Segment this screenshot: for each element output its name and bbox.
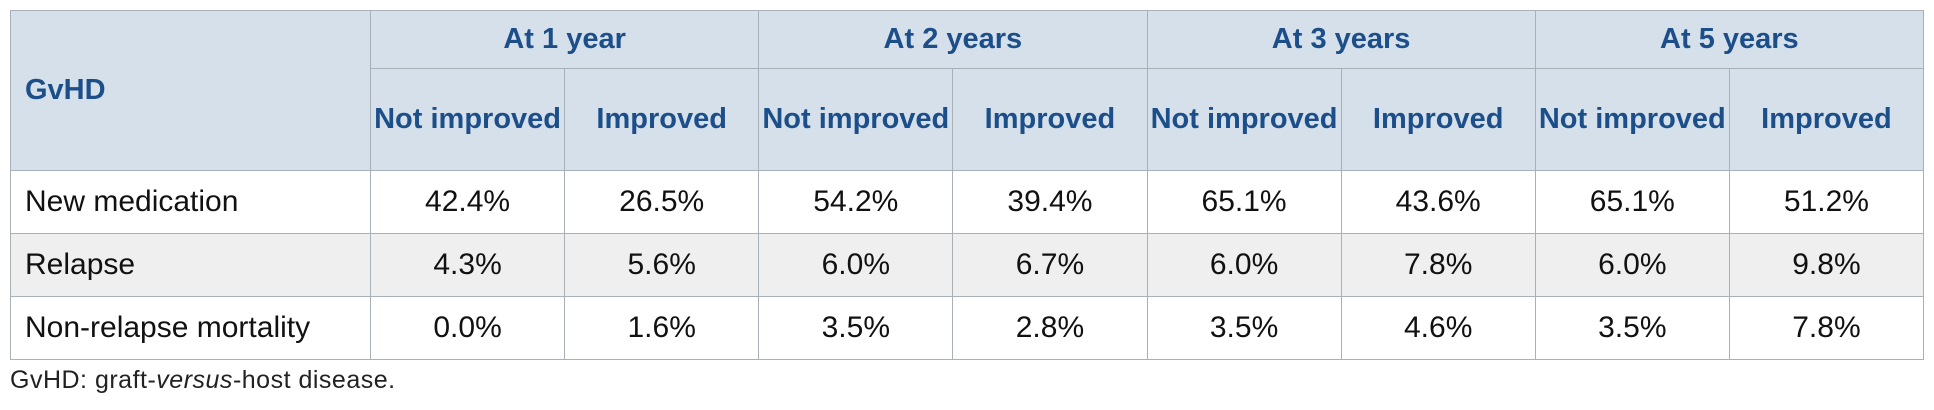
sub-header: Improved [1340, 68, 1536, 171]
table-row: New medication 42.4% 26.5% 54.2% 39.4% 65.1% 4… [10, 170, 1925, 234]
cell-value: 26.5% [564, 170, 760, 234]
corner-header: GvHD [10, 10, 371, 171]
sub-header: Not improved [758, 68, 954, 171]
cell-value: 5.6% [564, 233, 760, 297]
cell-value: 4.3% [369, 233, 566, 297]
footnote-italic: versus [156, 366, 233, 394]
sub-header: Improved [564, 68, 760, 171]
cell-value: 6.0% [758, 233, 954, 297]
cell-value: 65.1% [1534, 170, 1730, 234]
row-label: Relapse [10, 233, 371, 297]
data-table: GvHD At 1 year At 2 years At 3 years At 5 y… [10, 10, 1925, 360]
cell-value: 6.7% [952, 233, 1148, 297]
cell-value: 0.0% [369, 296, 566, 360]
group-header: At 1 year [369, 10, 760, 69]
cell-value: 3.5% [758, 296, 954, 360]
row-label: New medication [10, 170, 371, 234]
footnote: GvHD: graft-versus-host disease. [10, 366, 396, 395]
footnote-text: GvHD: graft- [10, 366, 157, 394]
group-header: At 5 years [1534, 10, 1925, 69]
table-row: Non-relapse mortality 0.0% 1.6% 3.5% 2.8% 3.5… [10, 296, 1925, 360]
footnote-text: -host disease. [232, 366, 396, 394]
cell-value: 65.1% [1146, 170, 1342, 234]
row-label: Non-relapse mortality [10, 296, 371, 360]
sub-header: Not improved [1534, 68, 1730, 171]
cell-value: 7.8% [1340, 233, 1536, 297]
cell-value: 9.8% [1728, 233, 1925, 297]
sub-header-row: Not improved Improved Not improved Improved… [11, 68, 1925, 171]
cell-value: 4.6% [1340, 296, 1536, 360]
cell-value: 3.5% [1146, 296, 1342, 360]
sub-header: Not improved [369, 68, 566, 171]
sub-header: Improved [952, 68, 1148, 171]
cell-value: 6.0% [1146, 233, 1342, 297]
sub-header: Improved [1728, 68, 1925, 171]
cell-value: 54.2% [758, 170, 954, 234]
group-header-row: GvHD At 1 year At 2 years At 3 years At 5 y… [10, 10, 1925, 171]
table-row: Relapse 4.3% 5.6% 6.0% 6.7% 6.0% 7.8% 6.0% 9.8% [10, 233, 1925, 297]
cell-value: 2.8% [952, 296, 1148, 360]
cell-value: 6.0% [1534, 233, 1730, 297]
group-header: At 2 years [758, 10, 1148, 69]
cell-value: 3.5% [1534, 296, 1730, 360]
cell-value: 42.4% [369, 170, 566, 234]
sub-header: Not improved [1146, 68, 1342, 171]
cell-value: 1.6% [564, 296, 760, 360]
group-header: At 3 years [1146, 10, 1536, 69]
cell-value: 51.2% [1728, 170, 1925, 234]
table-body: New medication 42.4% 26.5% 54.2% 39.4% 65.1% 4… [10, 170, 1925, 360]
cell-value: 39.4% [952, 170, 1148, 234]
cell-value: 7.8% [1728, 296, 1925, 360]
cell-value: 43.6% [1340, 170, 1536, 234]
